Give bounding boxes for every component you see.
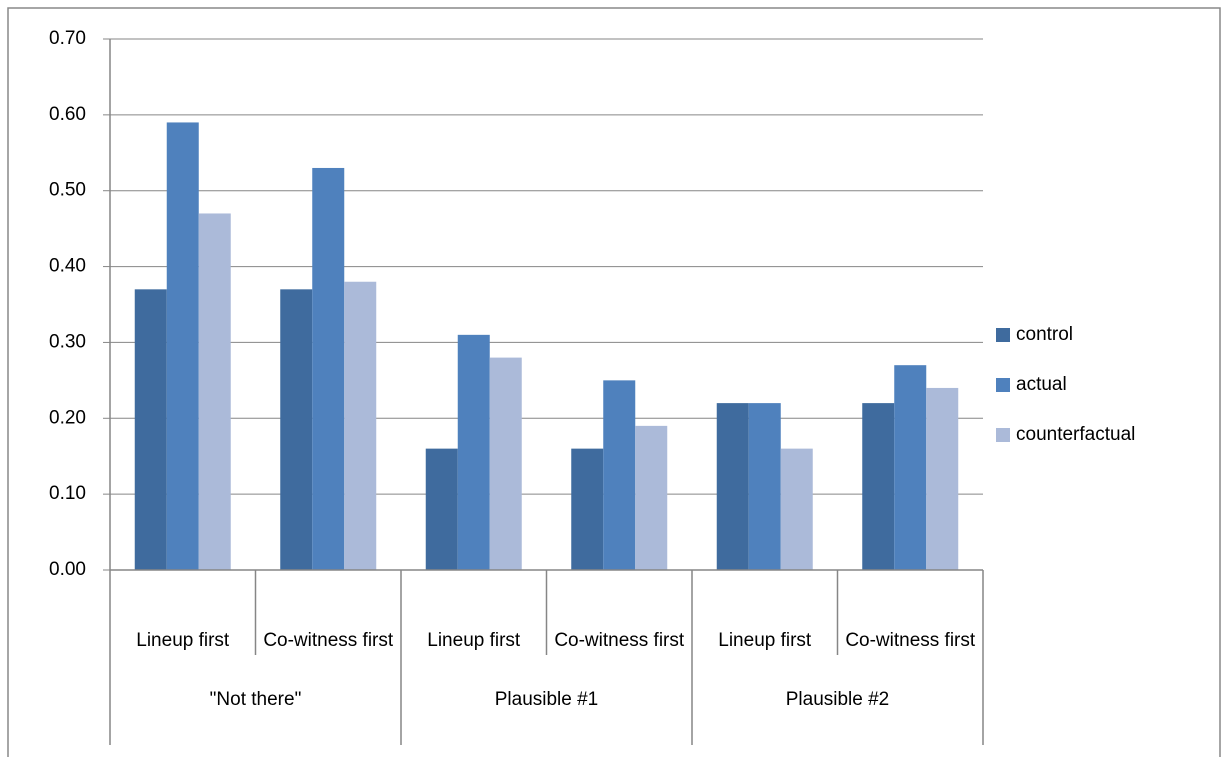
x-tick-label: Co-witness first: [845, 630, 976, 651]
y-tick-label: 0.40: [49, 256, 86, 277]
legend-swatch: [996, 428, 1010, 442]
y-tick-label: 0.10: [49, 483, 86, 504]
bar: [748, 403, 781, 570]
bar: [344, 281, 377, 570]
bar: [312, 167, 345, 570]
legend-label: actual: [1016, 374, 1067, 395]
legend-swatch: [996, 328, 1010, 342]
y-tick-label: 0.50: [49, 180, 86, 201]
bar: [280, 289, 313, 570]
bar: [603, 380, 636, 570]
chart-border: [7, 7, 1221, 757]
group-label: Plausible #2: [786, 689, 890, 710]
bar: [198, 213, 231, 570]
bar: [716, 403, 749, 570]
bar: [862, 403, 895, 570]
bar: [926, 387, 959, 570]
group-label: Plausible #1: [495, 689, 599, 710]
bar: [166, 122, 199, 570]
bar: [457, 334, 490, 570]
bar: [571, 448, 604, 570]
x-tick-label: Co-witness first: [263, 630, 394, 651]
bar: [425, 448, 458, 570]
bar: [780, 448, 813, 570]
bar: [894, 365, 927, 570]
legend-swatch: [996, 378, 1010, 392]
group-label: "Not there": [210, 689, 302, 710]
x-tick-label: Co-witness first: [554, 630, 685, 651]
x-tick-label: Lineup first: [136, 630, 230, 651]
y-tick-label: 0.60: [49, 104, 86, 125]
y-tick-label: 0.30: [49, 331, 86, 352]
legend-label: control: [1016, 324, 1073, 345]
y-tick-label: 0.70: [49, 28, 86, 49]
legend-label: counterfactual: [1016, 424, 1135, 445]
bar: [635, 425, 668, 570]
y-tick-label: 0.20: [49, 407, 86, 428]
x-tick-label: Lineup first: [718, 630, 812, 651]
bar: [134, 289, 167, 570]
y-tick-label: 0.00: [49, 559, 86, 580]
bar: [489, 357, 522, 570]
x-tick-label: Lineup first: [427, 630, 521, 651]
